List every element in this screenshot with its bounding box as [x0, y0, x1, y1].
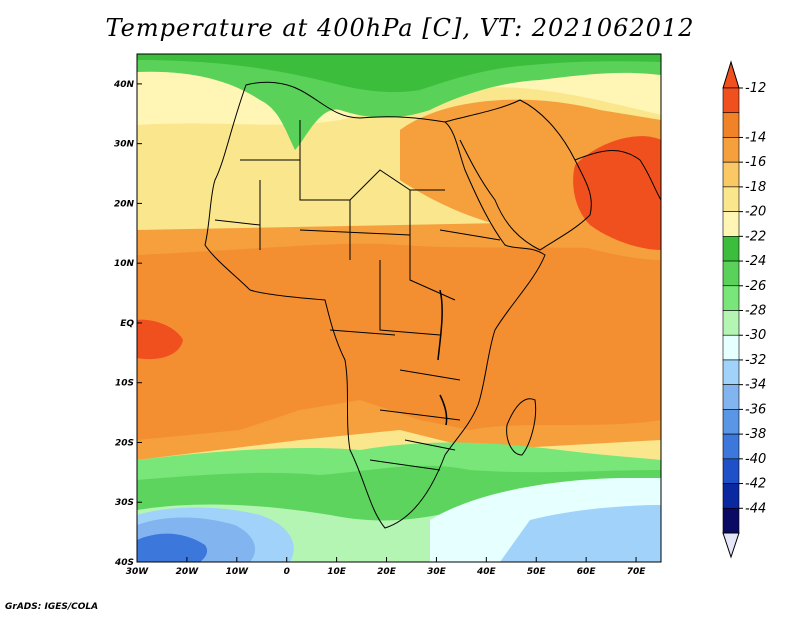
lon-label: 20W: [176, 567, 200, 577]
colorbar-label: -30: [745, 328, 766, 343]
colorbar-swatch: [722, 384, 740, 410]
colorbar-label: -32: [745, 353, 766, 368]
coastlines: [204, 81, 661, 529]
colorbar-swatch: [722, 483, 740, 509]
colorbar-swatch: [722, 458, 740, 484]
colorbar-label: -16: [745, 155, 766, 170]
lon-label: 0: [284, 567, 290, 577]
colorbar-swatch: [722, 137, 740, 163]
colorbar-label: -22: [745, 229, 766, 244]
lon-label: 60E: [577, 567, 597, 577]
lon-label: 10E: [327, 567, 347, 577]
colorbar-swatch: [722, 211, 740, 237]
lat-label: 40N: [113, 80, 135, 90]
temperature-shading: [137, 54, 661, 562]
latitude-axis: 40N 30N 20N 10N EQ 10S 20S 30S 40S: [113, 80, 142, 568]
colorbar-swatch: [722, 310, 740, 336]
colorbar-swatch: [722, 260, 740, 287]
grads-credit: GrADS: IGES/COLA: [5, 602, 99, 612]
map-title: Temperature at 400hPa [C], VT: 202106201…: [105, 14, 695, 42]
colorbar-swatch: [722, 186, 740, 212]
colorbar-swatch: [722, 285, 740, 311]
colorbar-label: -12: [745, 81, 766, 96]
lon-label: 10W: [226, 567, 250, 577]
lat-label: 30N: [114, 140, 135, 150]
map-frame: [136, 53, 662, 563]
lon-label: 20E: [377, 567, 397, 577]
lon-label: 70E: [627, 567, 647, 577]
colorbar-label: -24: [745, 254, 766, 269]
colorbar-under-arrow: [722, 532, 740, 559]
lon-label: 50E: [527, 567, 547, 577]
colorbar-label: -20: [745, 205, 766, 220]
lon-label: 30W: [126, 567, 150, 577]
colorbar-label: -34: [745, 378, 766, 393]
lat-label: 20N: [114, 199, 135, 209]
lon-label: 40E: [476, 567, 497, 577]
lat-label: EQ: [120, 319, 134, 329]
colorbar-label: -28: [745, 304, 766, 319]
colorbar-swatch: [722, 334, 740, 361]
colorbar-swatch: [722, 112, 740, 138]
colorbar-label: -18: [745, 180, 766, 195]
colorbar-swatch: [722, 409, 740, 435]
colorbar-swatch: [722, 87, 740, 114]
colorbar-swatch: [722, 236, 740, 262]
lat-label: 10S: [115, 379, 134, 389]
colorbar-label: -26: [745, 279, 766, 294]
colorbar-swatch: [722, 359, 740, 385]
lat-label: 30S: [115, 498, 134, 508]
lat-label: 20S: [115, 438, 134, 448]
colorbar-label: -36: [745, 402, 766, 417]
colorbar-label: -38: [745, 427, 766, 442]
colorbar-swatch: [722, 161, 740, 188]
colorbar-swatch: [722, 433, 740, 460]
lat-label: 40S: [114, 558, 134, 568]
colorbar: -12 -14 -16 -18 -20 -22 -24 -26 -28 -30 -32 -34 -36 -…: [722, 60, 766, 559]
colorbar-label: -14: [745, 130, 766, 145]
colorbar-label: -42: [745, 477, 766, 492]
colorbar-label: -44: [745, 501, 766, 516]
colorbar-swatch: [722, 507, 740, 534]
colorbar-label: -40: [745, 452, 766, 467]
colorbar-over-arrow: [722, 60, 740, 89]
longitude-axis: 30W 20W 10W 0 10E 20E 30E 40E 50E 60E 70E: [126, 557, 646, 577]
lon-label: 30E: [427, 567, 447, 577]
lat-label: 10N: [114, 259, 135, 269]
